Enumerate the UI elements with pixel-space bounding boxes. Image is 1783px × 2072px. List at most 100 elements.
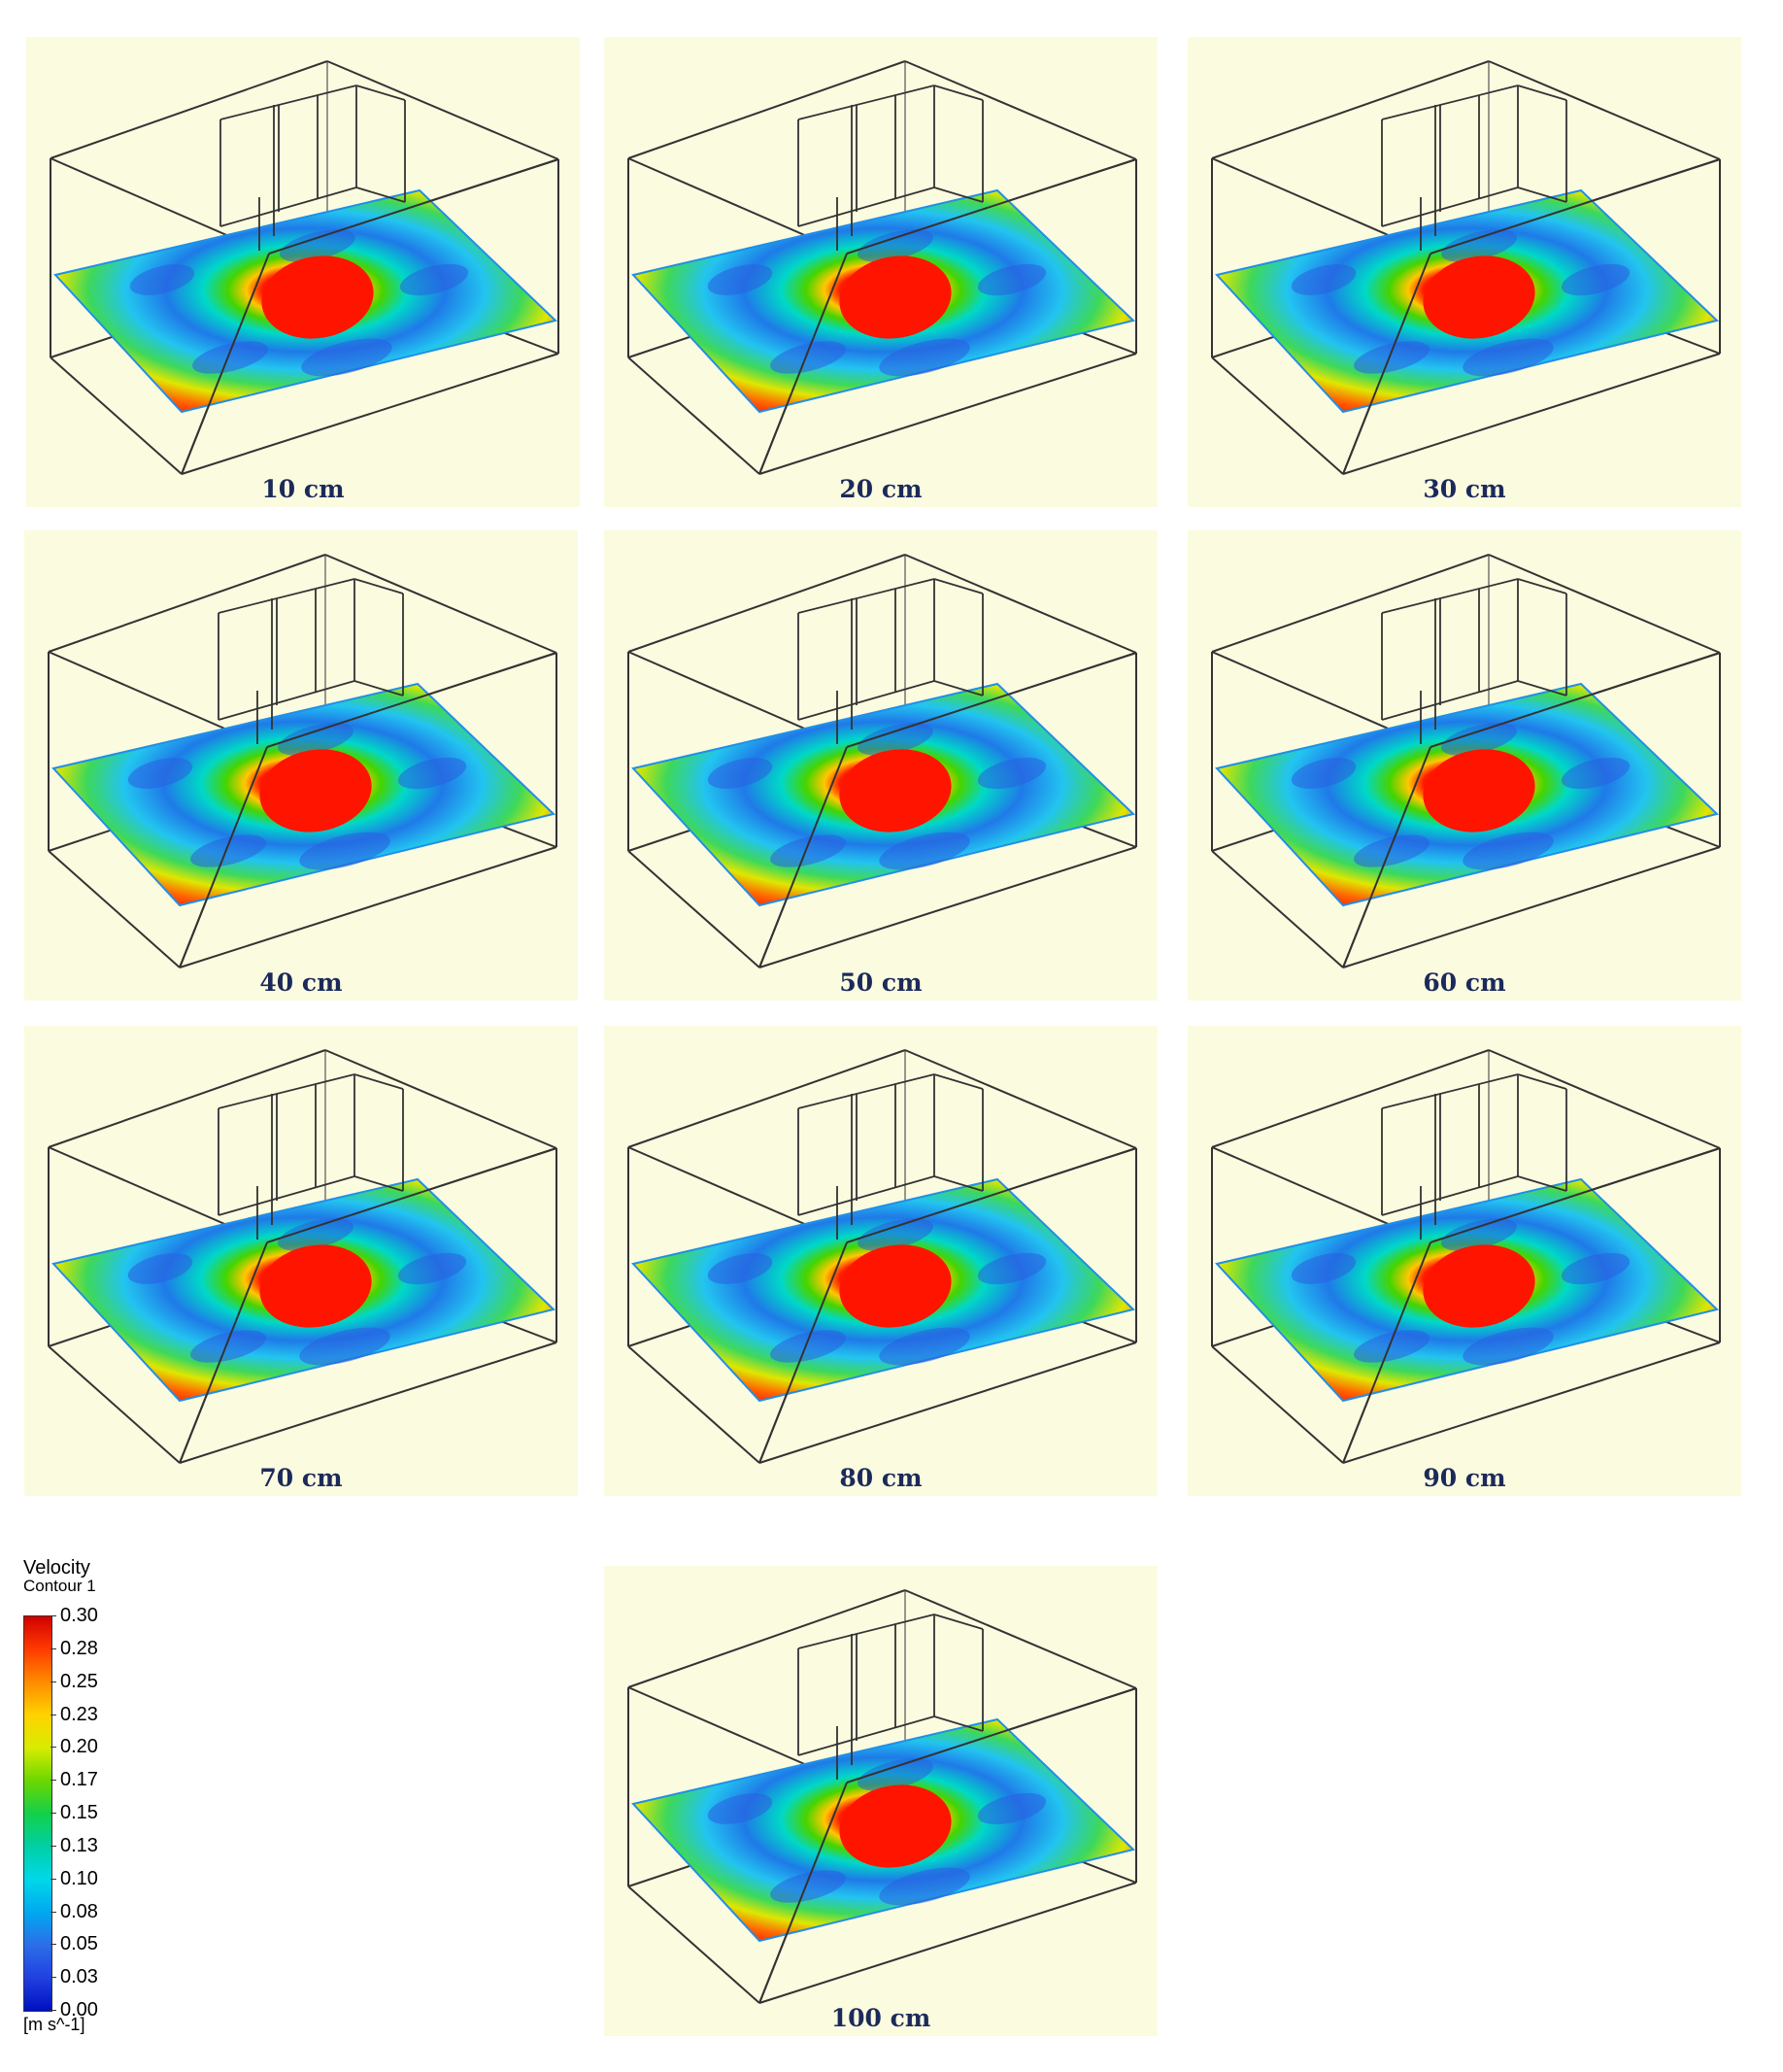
low-velocity-region [879,1327,970,1366]
low-velocity-region [770,1870,846,1903]
hood-edge [1517,1073,1567,1090]
legend-tick-mark [50,1977,56,1979]
legend-tick-mark [50,1647,56,1649]
panel-label: 80 cm [839,1464,923,1492]
panel-label: 70 cm [259,1464,343,1492]
hood-edge [218,1073,355,1109]
low-velocity-region [977,1792,1047,1825]
hood-edge [797,578,935,614]
room-edge [268,158,559,255]
hood-wireframe [1381,1073,1567,1240]
room-edge [627,357,760,475]
legend-subtitle: Contour 1 [23,1577,96,1595]
hood-edge [353,578,404,594]
high-velocity-core [839,749,952,832]
low-velocity-region [977,1252,1047,1285]
low-velocity-region [1561,757,1631,790]
room-edge [1488,1049,1721,1149]
low-velocity-region [1291,758,1357,789]
room-edge [627,1345,760,1464]
high-velocity-core [1423,749,1535,832]
hood-edge [797,1613,935,1649]
room-edge [1211,554,1490,653]
room-edge [324,554,557,654]
low-velocity-region [1291,264,1357,295]
legend-title: Velocity [23,1557,90,1579]
room-edge [1342,846,1721,968]
high-velocity-core [839,1244,952,1328]
contour-panel-30cm: 30 cm [1188,37,1741,507]
room-edge [758,1882,1137,2004]
high-velocity-core [1423,1244,1535,1328]
low-velocity-region [278,1218,353,1251]
hood-edge [1517,1175,1567,1192]
legend-tick-mark [50,1845,56,1847]
low-velocity-region [858,1218,933,1251]
room-edge [181,253,270,475]
room-edge [48,1345,181,1464]
contour-panel-90cm: 90 cm [1188,1026,1741,1496]
hood-edge [797,1175,935,1216]
legend-tick-label: 0.10 [60,1867,98,1889]
low-velocity-region [397,1252,467,1285]
room-edge [846,1147,1137,1243]
low-velocity-region [1463,832,1554,870]
room-edge [846,652,1137,748]
legend-tick-label: 0.00 [60,1999,98,2021]
low-velocity-region [129,264,195,295]
velocity-contour-scene [627,1589,1137,2004]
velocity-contour-scene [627,554,1137,968]
room-edge [1211,850,1344,968]
room-edge [1211,1049,1490,1148]
velocity-contour-scene [50,60,559,475]
low-velocity-region [127,1253,193,1284]
low-velocity-region [770,341,846,374]
legend-tick-label: 0.20 [60,1736,98,1758]
room-edge [627,60,906,159]
low-velocity-region [858,723,933,756]
low-velocity-region [1561,1252,1631,1285]
low-velocity-region [707,1253,773,1284]
low-velocity-region [707,264,773,295]
legend-tick-mark [50,1747,56,1749]
low-velocity-region [858,1758,933,1791]
room-edge [50,357,183,475]
room-edge [48,1049,326,1148]
legend-tick-mark [50,1681,56,1682]
legend-tick-mark [50,1615,56,1616]
hood-edge [1381,680,1519,721]
room-edge [904,1589,1137,1689]
low-velocity-region [879,832,970,870]
room-edge [904,60,1137,160]
velocity-contour-scene [1211,1049,1721,1464]
legend-tick-label: 0.25 [60,1670,98,1692]
room-edge [758,353,1137,475]
room-edge [1342,253,1431,475]
hood-wireframe [218,578,404,744]
room-edge [179,746,268,968]
contour-panel-50cm: 50 cm [604,530,1158,1001]
low-velocity-region [192,341,268,374]
room-edge [324,1049,557,1149]
low-velocity-region [858,229,933,262]
panel-label: 40 cm [259,968,343,997]
hood-edge [1517,187,1567,203]
room-edge [1211,357,1344,475]
room-edge [1342,1241,1431,1464]
low-velocity-region [707,1793,773,1824]
hood-edge [1381,1073,1519,1109]
hood-edge [1517,680,1567,696]
hood-edge [797,680,935,721]
room-edge [266,652,557,748]
panel-label: 20 cm [839,475,923,503]
room-edge [48,554,326,653]
room-edge [50,60,328,159]
low-velocity-region [1291,1253,1357,1284]
low-velocity-region [707,758,773,789]
velocity-legend: Velocity Contour 1 0.30 0.28 0.25 0.23 0.20 0… [23,1558,169,2044]
room-edge [904,1049,1137,1149]
low-velocity-region [770,834,846,867]
high-velocity-core [839,1784,952,1868]
legend-tick-label: 0.30 [60,1605,98,1626]
room-edge [1342,746,1431,968]
